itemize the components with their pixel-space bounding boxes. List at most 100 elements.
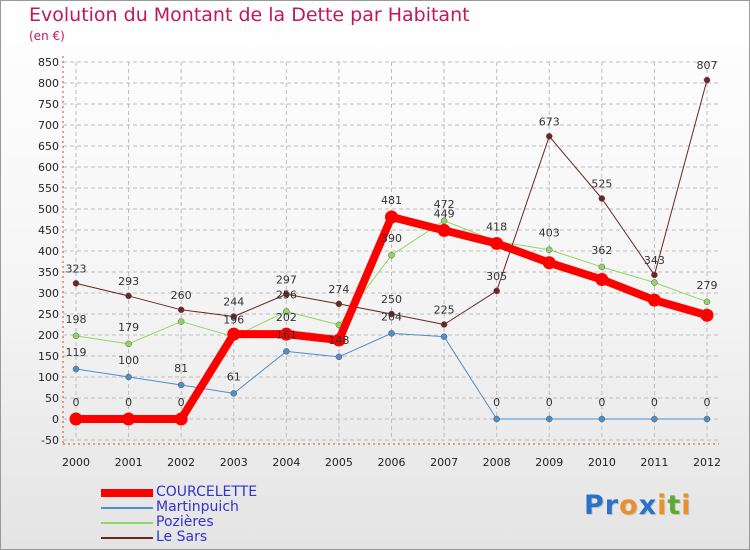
legend-item-martinpuich: Martinpuich (101, 499, 361, 515)
data-point-martinpuich (230, 390, 237, 397)
grid (63, 61, 719, 441)
x-tick-label: 2011 (640, 456, 668, 469)
x-tick-label: 2007 (430, 456, 458, 469)
legend-item-courcelette: COURCELETTE (101, 484, 361, 500)
x-tick-label: 2006 (378, 456, 406, 469)
data-point-lesars (388, 310, 395, 318)
data-point-courcelette (332, 333, 346, 347)
data-point-martinpuich (72, 365, 80, 373)
x-tick-label: 2008 (483, 456, 511, 469)
data-label-lesars: 525 (591, 178, 612, 191)
data-label-pozires: 362 (591, 244, 612, 257)
y-tick-label: 250 (38, 308, 59, 321)
data-labels: 119 100 81 61 161 148 204 0 0 0 0 0 198 179 196 256 390 4… (66, 59, 718, 409)
data-label-martinpuich: 161 (276, 328, 297, 341)
data-label-lesars: 343 (644, 254, 665, 267)
y-tick-label: 0 (52, 413, 59, 426)
y-tick-label: 650 (38, 140, 59, 153)
data-label-courcelette: 0 (178, 396, 185, 409)
data-point-pozires (388, 251, 395, 259)
data-label-martinpuich: 100 (118, 354, 139, 367)
data-point-courcelette (437, 223, 451, 237)
data-point-pozires (703, 298, 711, 306)
data-point-courcelette (227, 327, 241, 341)
data-label-courcelette: 202 (276, 311, 297, 324)
data-label-pozires: 179 (118, 321, 139, 334)
data-label-pozires: 196 (223, 314, 244, 327)
data-point-lesars (440, 321, 448, 328)
data-label-courcelette: 481 (381, 194, 402, 207)
data-point-martinpuich (125, 373, 132, 381)
logo-letter: r (604, 490, 620, 521)
data-point-martinpuich (651, 415, 658, 423)
y-tick-label: 200 (38, 329, 59, 342)
data-point-lesars (125, 292, 132, 300)
data-point-lesars (72, 280, 80, 287)
data-label-lesars: 305 (486, 270, 507, 283)
data-label-martinpuich: 61 (227, 370, 241, 383)
data-point-martinpuich (703, 415, 711, 423)
data-label-pozires: 256 (276, 288, 297, 301)
data-point-pozires (651, 279, 658, 286)
data-point-martinpuich (388, 330, 395, 337)
legend-label: Le Sars (156, 529, 208, 545)
data-point-pozires (177, 318, 185, 325)
data-point-martinpuich (493, 415, 500, 423)
data-point-pozires (72, 332, 80, 340)
x-tick-label: 2001 (115, 456, 143, 469)
data-point-courcelette (69, 412, 83, 426)
data-point-martinpuich (440, 333, 448, 340)
data-label-pozires: 390 (381, 232, 402, 245)
data-point-lesars (703, 76, 711, 84)
chart-title: Evolution du Montant de la Dette par Hab… (29, 4, 470, 26)
data-label-lesars: 260 (171, 289, 192, 302)
data-label-courcelette: 418 (486, 220, 507, 233)
data-point-lesars (598, 195, 606, 202)
legend-item-lesars: Le Sars (101, 529, 361, 545)
logo-letter: i (657, 490, 668, 521)
data-label-courcelette: 449 (434, 207, 455, 220)
data-label-martinpuich: 0 (493, 396, 500, 409)
data-point-pozires (546, 246, 553, 253)
logo-letter: i (681, 490, 692, 521)
x-tick-label: 2009 (535, 456, 563, 469)
x-tick-label: 2012 (693, 456, 721, 469)
y-tick-label: 700 (38, 119, 59, 132)
logo-letter: o (619, 490, 639, 521)
data-point-courcelette (490, 236, 504, 250)
data-point-lesars (177, 306, 185, 314)
legend-swatch (101, 489, 153, 497)
x-tick-label: 2005 (325, 456, 353, 469)
data-label-martinpuich: 148 (328, 334, 349, 347)
data-point-lesars (283, 291, 290, 298)
y-tick-label: 350 (38, 266, 59, 279)
legend-item-pozires: Pozières (101, 514, 361, 530)
data-label-pozires: 403 (539, 227, 560, 240)
data-label-pozires: 279 (697, 279, 718, 292)
legend-label: Martinpuich (156, 499, 239, 515)
y-tick-label: 500 (38, 203, 59, 216)
x-tick-label: 2000 (62, 456, 90, 469)
data-label-martinpuich: 0 (546, 396, 553, 409)
legend-swatch (101, 522, 153, 524)
data-point-pozires (125, 340, 132, 348)
data-label-lesars: 323 (66, 262, 87, 275)
data-label-lesars: 673 (539, 115, 560, 128)
x-tick-label: 2004 (272, 456, 300, 469)
y-tick-label: 50 (45, 392, 59, 405)
data-label-lesars: 274 (328, 283, 349, 296)
data-point-courcelette (385, 210, 398, 224)
data-point-pozires (598, 263, 606, 271)
data-point-courcelette (595, 273, 609, 287)
data-point-courcelette (279, 327, 293, 341)
data-label-martinpuich: 0 (651, 396, 658, 409)
data-point-lesars (335, 300, 343, 308)
x-tick-label: 2003 (220, 456, 248, 469)
data-point-martinpuich (335, 353, 343, 361)
data-label-lesars: 250 (381, 293, 402, 306)
legend-swatch (101, 507, 153, 509)
data-point-martinpuich (546, 415, 553, 423)
axes: -50 0 50 100 150 200 250 300 350 400 450 500 550 600 6… (38, 56, 721, 469)
data-point-courcelette (542, 256, 556, 270)
